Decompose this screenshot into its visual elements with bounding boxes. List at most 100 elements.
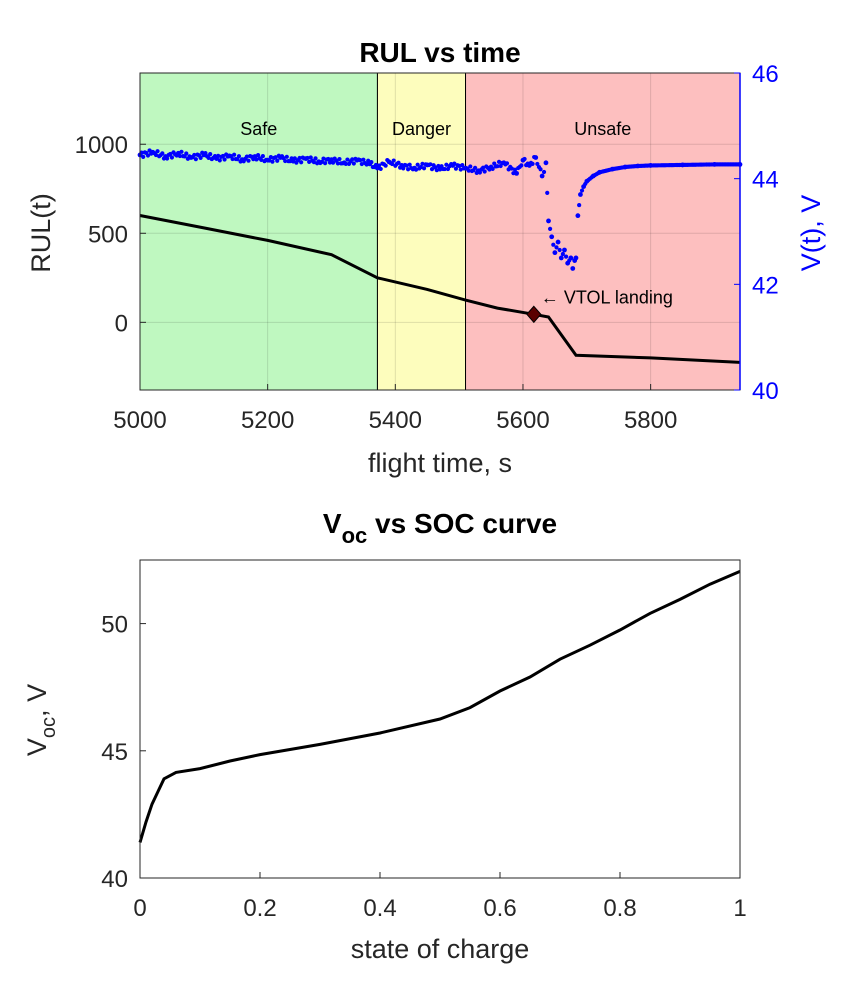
region-label-safe: Safe: [240, 119, 277, 139]
voltage-point: [179, 149, 184, 154]
voltage-point: [420, 161, 425, 166]
x-tick-label: 5800: [624, 407, 677, 434]
voltage-point: [538, 167, 543, 172]
y-axis-label-2: Voc, V: [22, 684, 60, 756]
x-axis-label-2: state of charge: [351, 934, 530, 964]
voltage-point: [578, 192, 583, 197]
voltage-point: [533, 155, 539, 160]
rul-vs-time-chart: Safe Danger Unsafe ← VTOL landing 5000 5200…: [26, 37, 826, 478]
voltage-point: [169, 155, 175, 160]
ylabel-sub: oc: [38, 717, 60, 738]
voltage-point: [335, 161, 340, 166]
voltage-point: [321, 156, 326, 161]
voltage-point: [496, 159, 502, 164]
y-right-tick-label: 40: [752, 378, 779, 405]
x-tick-label: 5000: [113, 407, 166, 434]
voltage-point: [477, 170, 482, 175]
voltage-point: [230, 156, 235, 162]
voltage-point: [512, 167, 518, 172]
voltage-point: [165, 156, 170, 161]
voltage-point: [270, 159, 275, 164]
voltage-point: [361, 157, 366, 162]
voltage-point: [549, 234, 555, 240]
voltage-point: [153, 152, 159, 158]
voltage-point: [563, 254, 569, 259]
voltage-point: [551, 242, 556, 247]
voltage-point: [203, 151, 208, 156]
voltage-point: [308, 155, 313, 160]
voltage-point: [495, 164, 500, 169]
voc-curve: [138, 570, 741, 843]
voltage-point: [284, 154, 289, 159]
voltage-point: [396, 160, 401, 165]
voltage-point: [141, 154, 146, 159]
rul-line: [139, 214, 741, 364]
x-tick-label: 5400: [369, 407, 422, 434]
voltage-point: [554, 245, 559, 250]
voltage-point: [442, 166, 447, 172]
voltage-point: [401, 166, 406, 171]
voltage-point: [473, 165, 478, 170]
voltage-point: [522, 156, 527, 162]
voltage-point: [405, 167, 411, 172]
voltage-point: [307, 159, 312, 164]
voltage-point: [177, 153, 182, 159]
voltage-point: [570, 266, 576, 271]
voltage-point: [546, 218, 551, 224]
voltage-point: [305, 155, 310, 161]
voltage-point: [457, 163, 462, 168]
voltage-point: [330, 160, 336, 165]
y-axis-label-right: V(t), V: [796, 195, 826, 272]
voltage-point: [259, 157, 264, 163]
x-tick-label: 5600: [496, 407, 549, 434]
voltage-point: [509, 166, 514, 171]
y-axis-label-left: RUL(t): [26, 193, 56, 273]
ylabel-v: V: [22, 738, 52, 756]
voltage-point: [275, 158, 280, 163]
voltage-point: [557, 247, 562, 253]
voltage-point: [313, 156, 318, 161]
voltage-point: [299, 160, 304, 165]
voltage-point: [519, 163, 524, 168]
voltage-point: [198, 155, 203, 160]
voltage-point: [160, 151, 165, 156]
voltage-point: [504, 161, 510, 166]
voltage-point: [192, 152, 197, 158]
voltage-point: [458, 167, 463, 172]
voltage-point: [444, 162, 449, 167]
voltage-point: [490, 166, 495, 171]
x-tick-label: 0.8: [603, 895, 636, 922]
voltage-point: [350, 157, 355, 162]
voltage-point: [220, 153, 226, 159]
voltage-point: [254, 157, 259, 162]
voltage-point: [216, 153, 221, 158]
voltage-point: [530, 161, 535, 166]
voltage-point: [345, 157, 350, 162]
voltage-point: [369, 159, 374, 165]
voltage-point: [575, 213, 581, 219]
y-tick-label: 50: [101, 612, 128, 639]
voltage-point: [562, 247, 567, 253]
y-tick-label: 0: [115, 310, 128, 337]
voltage-point: [415, 162, 420, 167]
voltage-point: [244, 154, 250, 159]
voltage-point: [579, 188, 585, 193]
voltage-point: [548, 226, 553, 231]
voltage-point: [208, 152, 213, 157]
voltage-point: [555, 239, 561, 245]
voltage-point: [514, 170, 519, 176]
x-tick-label: 5200: [241, 407, 294, 434]
voltage-point: [168, 151, 173, 157]
voltage-point: [297, 155, 302, 161]
voltage-point: [217, 158, 222, 163]
chart-title: RUL vs time: [359, 37, 520, 68]
voltage-point: [429, 167, 435, 172]
title-v: V: [323, 508, 342, 539]
voltage-point: [359, 161, 364, 167]
voltage-point: [383, 163, 388, 168]
voltage-point: [267, 158, 272, 163]
voltage-point: [404, 163, 409, 168]
x-tick-label: 1: [733, 895, 746, 922]
voltage-point: [268, 155, 273, 160]
